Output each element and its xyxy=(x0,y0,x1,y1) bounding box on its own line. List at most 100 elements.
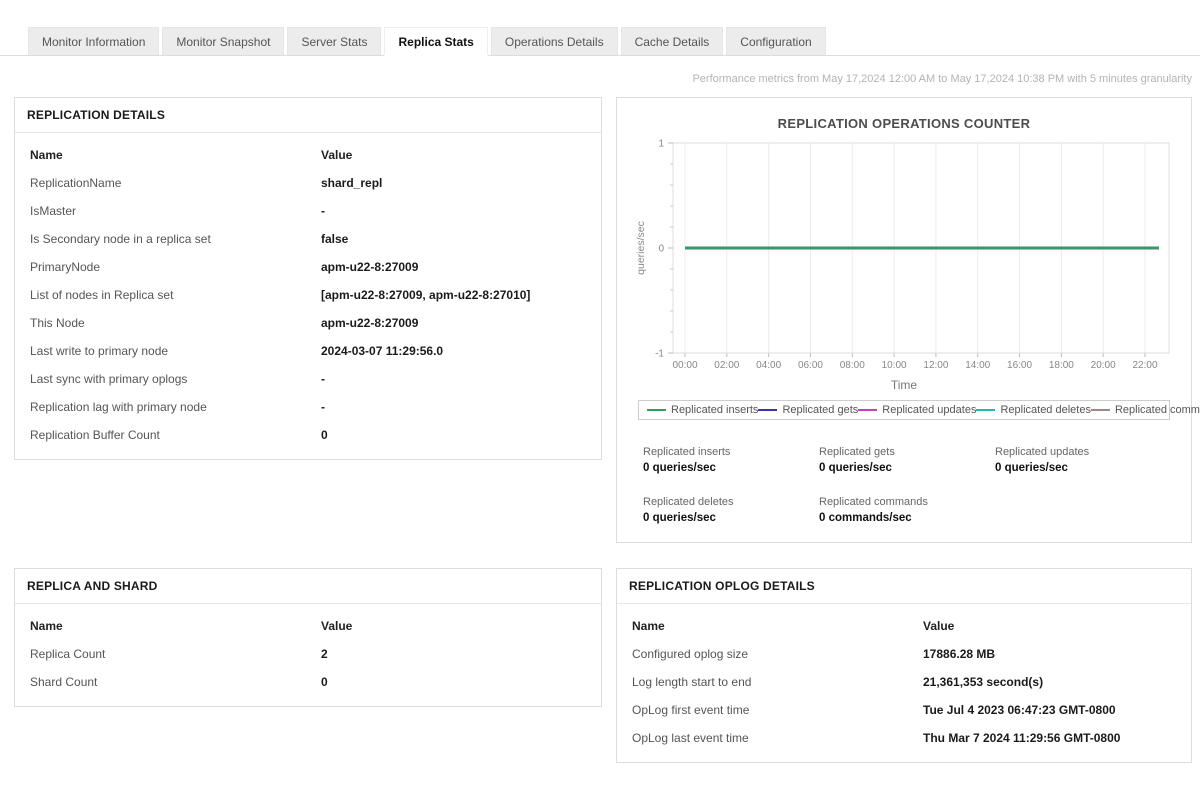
table-row: PrimaryNodeapm-u22-8:27009 xyxy=(15,253,601,281)
svg-text:10:00: 10:00 xyxy=(882,360,907,371)
table-row: Replica Count2 xyxy=(15,640,601,668)
svg-text:04:00: 04:00 xyxy=(756,360,781,371)
cell-value: 0 xyxy=(321,675,589,689)
chart-plot-area: 00:00 02:00 04:00 06:00 08:00 10:00 12:00 14:00… xyxy=(627,137,1181,378)
stat-label: Replicated gets xyxy=(819,446,995,458)
chart-legend: Replicated inserts Replicated gets Replica… xyxy=(638,400,1170,420)
stat-replicated-deletes: Replicated deletes 0 queries/sec xyxy=(643,496,819,524)
cell-value: false xyxy=(321,232,589,246)
svg-text:12:00: 12:00 xyxy=(923,360,948,371)
stat-value: 0 queries/sec xyxy=(819,462,995,474)
stat-replicated-commands: Replicated commands0 commands/sec xyxy=(819,496,995,524)
chart-stats: Replicated inserts0 queries/secReplicate… xyxy=(627,420,1181,528)
legend-item-replicated-updates[interactable]: Replicated updates xyxy=(858,404,976,416)
cell-name: Is Secondary node in a replica set xyxy=(30,232,321,246)
panel-replication-operations-counter: REPLICATION OPERATIONS COUNTER 00:0002:0… xyxy=(616,97,1192,543)
legend-label: Replicated inserts xyxy=(671,404,758,416)
cell-value: - xyxy=(321,204,589,218)
cell-name: Replication lag with primary node xyxy=(30,400,321,414)
cell-value: apm-u22-8:27009 xyxy=(321,316,589,330)
stat-value: 0 queries/sec xyxy=(643,462,819,474)
svg-text:08:00: 08:00 xyxy=(840,360,865,371)
cell-name: Configured oplog size xyxy=(632,647,923,661)
svg-text:14:00: 14:00 xyxy=(965,360,990,371)
replication-operations-chart: 00:00 02:00 04:00 06:00 08:00 10:00 12:00 14:00… xyxy=(633,137,1173,375)
cell-name: Name xyxy=(30,148,321,162)
table-row: Replication lag with primary node- xyxy=(15,393,601,421)
svg-text:18:00: 18:00 xyxy=(1049,360,1074,371)
cell-name: OpLog last event time xyxy=(632,731,923,745)
legend-item-replicated-gets[interactable]: Replicated gets xyxy=(758,404,858,416)
stat-label: Replicated inserts xyxy=(643,446,819,458)
legend-label: Replicated updates xyxy=(882,404,976,416)
chart-y-axis-label: queries/sec xyxy=(635,221,647,275)
tab-cache-details[interactable]: Cache Details xyxy=(621,27,724,55)
svg-text:00:00: 00:00 xyxy=(672,360,697,371)
legend-item-replicated-inserts[interactable]: Replicated inserts xyxy=(647,404,758,416)
svg-text:20:00: 20:00 xyxy=(1091,360,1116,371)
table-row: Last write to primary node2024-03-07 11:… xyxy=(15,337,601,365)
cell-value: Value xyxy=(923,619,1179,633)
cell-name: Replica Count xyxy=(30,647,321,661)
table-row: Is Secondary node in a replica setfalse xyxy=(15,225,601,253)
tab-monitor-snapshot[interactable]: Monitor Snapshot xyxy=(162,27,284,55)
cell-name: Last sync with primary oplogs xyxy=(30,372,321,386)
stat-value: 0 queries/sec xyxy=(643,512,819,524)
cell-value: [apm-u22-8:27009, apm-u22-8:27010] xyxy=(321,288,589,302)
svg-text:1: 1 xyxy=(658,139,664,150)
table-row: Log length start to end21,361,353 second… xyxy=(617,668,1191,696)
cell-value: 21,361,353 second(s) xyxy=(923,675,1179,689)
cell-value: 2 xyxy=(321,647,589,661)
cell-value: - xyxy=(321,400,589,414)
cell-value: Value xyxy=(321,148,589,162)
legend-label: Replicated gets xyxy=(782,404,858,416)
table-row: Configured oplog size17886.28 MB xyxy=(617,640,1191,668)
svg-text:02:00: 02:00 xyxy=(714,360,739,371)
cell-name: PrimaryNode xyxy=(30,260,321,274)
stat-replicated-gets: Replicated gets 0 queries/sec xyxy=(819,446,995,474)
cell-name: ReplicationName xyxy=(30,176,321,190)
cell-name: Log length start to end xyxy=(632,675,923,689)
stat-label: Replicated deletes xyxy=(643,496,819,508)
tab-server-stats[interactable]: Server Stats xyxy=(287,27,381,55)
legend-item-replicated-commands[interactable]: Replicated commands xyxy=(1091,404,1200,416)
tab-bar: Monitor InformationMonitor SnapshotServe… xyxy=(0,27,1200,56)
cell-name: This Node xyxy=(30,316,321,330)
cell-value: - xyxy=(321,372,589,386)
table-row: Last sync with primary oplogs- xyxy=(15,365,601,393)
legend-item-replicated-deletes[interactable]: Replicated deletes xyxy=(976,404,1091,416)
panel-replication-details: REPLICATION DETAILS NameValueReplication… xyxy=(14,97,602,460)
tab-operations-details[interactable]: Operations Details xyxy=(491,27,618,55)
cell-name: Shard Count xyxy=(30,675,321,689)
cell-value: 0 xyxy=(321,428,589,442)
cell-value: 17886.28 MB xyxy=(923,647,1179,661)
stat-label: Replicated updates xyxy=(995,446,1171,458)
table-row: IsMaster- xyxy=(15,197,601,225)
table-row: This Nodeapm-u22-8:27009 xyxy=(15,309,601,337)
tab-monitor-information[interactable]: Monitor Information xyxy=(28,27,159,55)
table-row: OpLog last event timeThu Mar 7 2024 11:2… xyxy=(617,724,1191,752)
replication-oplog-details-table: NameValueConfigured oplog size17886.28 M… xyxy=(617,604,1191,762)
cell-name: Name xyxy=(30,619,321,633)
stat-value: 0 queries/sec xyxy=(995,462,1171,474)
panel-title: REPLICATION OPLOG DETAILS xyxy=(617,569,1191,604)
table-row: OpLog first event timeTue Jul 4 2023 06:… xyxy=(617,696,1191,724)
svg-text:16:00: 16:00 xyxy=(1007,360,1032,371)
svg-text:06:00: 06:00 xyxy=(798,360,823,371)
panel-title: REPLICATION DETAILS xyxy=(15,98,601,133)
legend-swatch xyxy=(976,409,995,411)
legend-swatch xyxy=(858,409,877,411)
table-row: List of nodes in Replica set[apm-u22-8:2… xyxy=(15,281,601,309)
tab-replica-stats[interactable]: Replica Stats xyxy=(384,27,487,55)
svg-text:-1: -1 xyxy=(655,349,664,360)
cell-name: Replication Buffer Count xyxy=(30,428,321,442)
table-row: ReplicationNameshard_repl xyxy=(15,169,601,197)
cell-name: Name xyxy=(632,619,923,633)
cell-value: Thu Mar 7 2024 11:29:56 GMT-0800 xyxy=(923,731,1179,745)
cell-name: OpLog first event time xyxy=(632,703,923,717)
cell-value: shard_repl xyxy=(321,176,589,190)
tab-configuration[interactable]: Configuration xyxy=(726,27,825,55)
table-row: Shard Count0 xyxy=(15,668,601,696)
stat-value: 0 commands/sec xyxy=(819,512,995,524)
cell-name: IsMaster xyxy=(30,204,321,218)
